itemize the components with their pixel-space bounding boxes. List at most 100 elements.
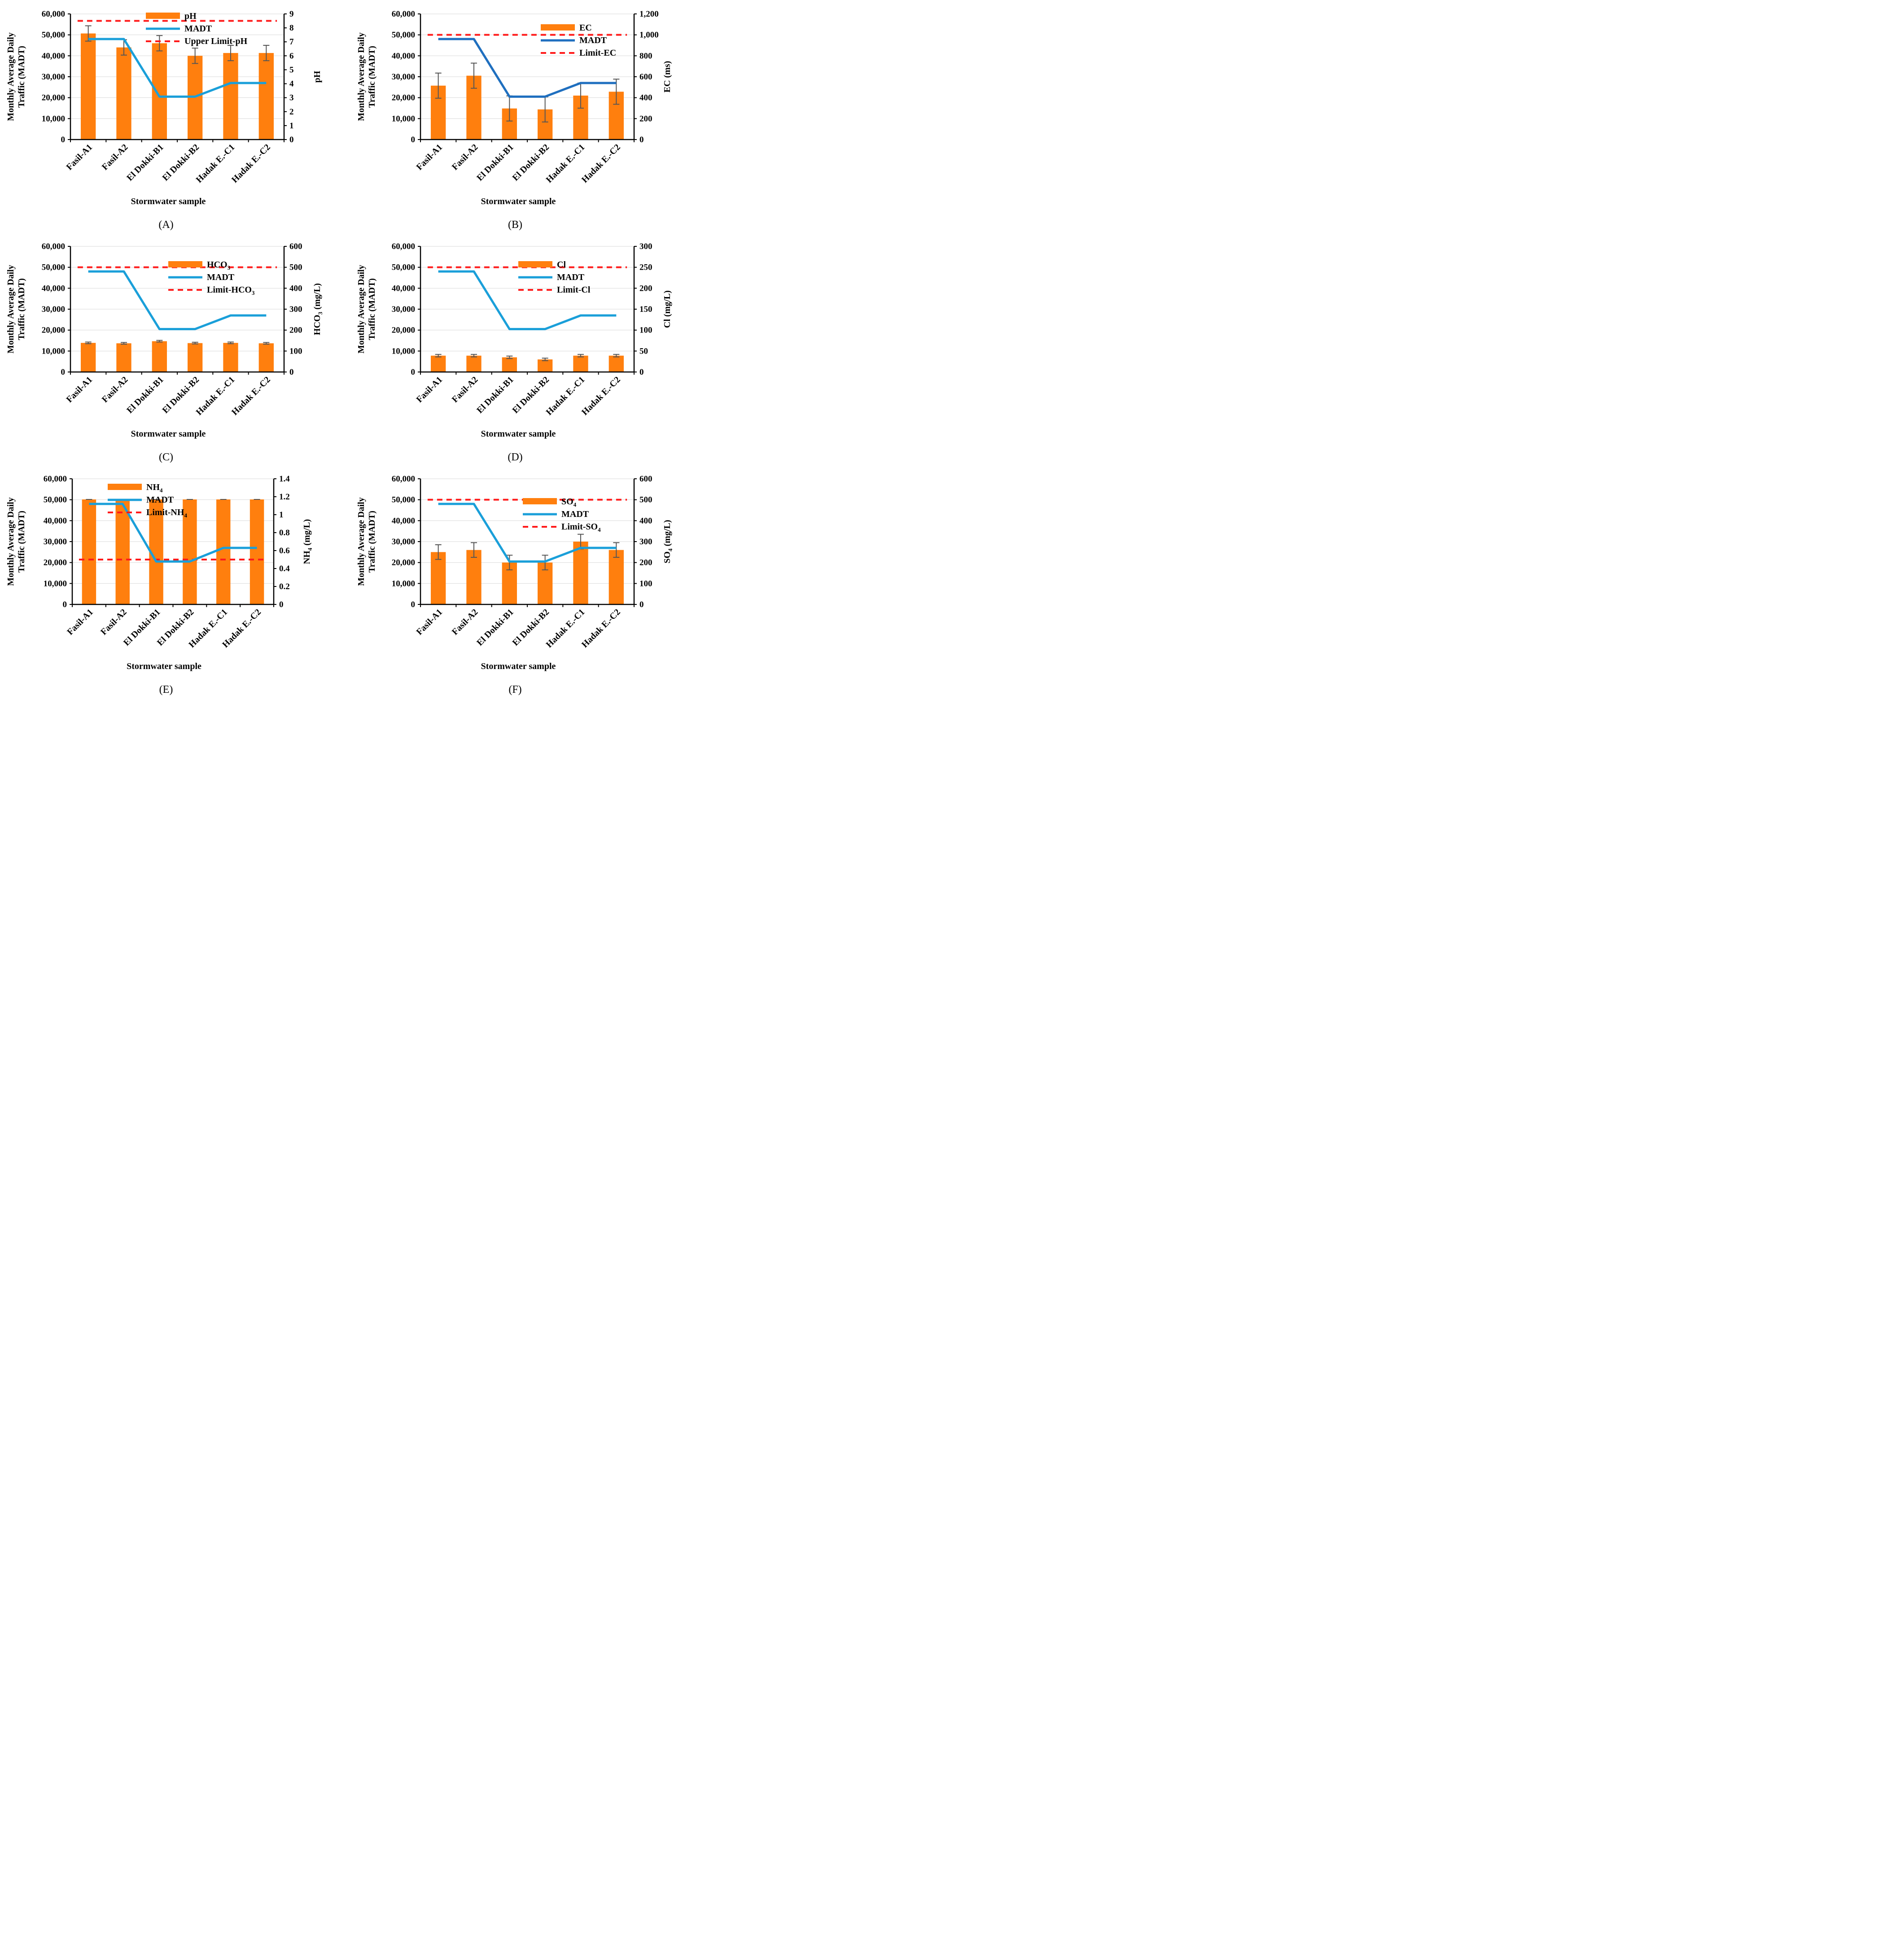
right-axis-title-sub: 3 (317, 311, 324, 315)
right-tick-label: 200 (639, 558, 652, 568)
bar-3 (152, 43, 167, 140)
category-label: Fasil-A1 (415, 607, 445, 637)
right-tick-label: 200 (639, 284, 652, 293)
panel-caption: (B) (508, 219, 522, 231)
right-tick-label: 1,200 (639, 9, 659, 19)
right-tick-label: 500 (639, 495, 652, 505)
right-tick-label: 400 (639, 93, 652, 103)
left-axis-title: Monthly Average Daily (356, 32, 366, 121)
category-label: Fasil-A2 (450, 607, 480, 637)
legend-label-limit-main: Limit-SO (561, 522, 598, 532)
bar-5 (573, 542, 588, 604)
x-axis-title: Stormwater sample (131, 197, 206, 206)
left-axis-title: Monthly Average Daily (6, 265, 16, 353)
legend-label-limit-sub: 4 (184, 512, 187, 519)
right-tick-label: 600 (639, 474, 652, 484)
chart-panel-d: 0 10,000 20,000 30,000 40,000 50,000 60,000 0 50… (356, 242, 672, 463)
legend: Cl MADT Limit-Cl (518, 260, 591, 295)
bar-6 (258, 53, 274, 140)
left-tick-label: 20,000 (392, 558, 415, 568)
right-axis-title: EC (ms) (662, 61, 672, 93)
legend: pH MADT Upper Limit-pH (146, 11, 248, 46)
right-tick-label: 1.4 (279, 474, 290, 484)
bar-5 (223, 53, 238, 140)
right-tick-label: 5 (289, 65, 294, 74)
legend-label-bar-main: NH (146, 482, 160, 492)
legend-swatch-bar (523, 498, 557, 504)
bar-1 (81, 33, 96, 140)
left-tick-label: 50,000 (392, 263, 415, 272)
madt-line (438, 38, 617, 98)
right-axis-title-sub: 4 (306, 547, 313, 551)
right-tick-label: 600 (289, 242, 302, 251)
legend: EC MADT Limit-EC (541, 23, 616, 58)
left-tick-label: 20,000 (392, 326, 415, 335)
left-tick-label: 20,000 (392, 93, 415, 103)
left-axis-title: Monthly Average Daily (356, 265, 366, 353)
left-tick-label: 50,000 (392, 495, 415, 505)
right-tick-label: 1.2 (279, 492, 290, 502)
right-tick-label: 0 (639, 600, 644, 609)
right-tick-label: 400 (289, 284, 302, 293)
right-tick-label: 0 (639, 135, 644, 144)
right-tick-label: 9 (289, 9, 294, 19)
legend-label-limit: Limit-Cl (557, 285, 591, 295)
left-axis-title: Monthly Average Daily (6, 497, 16, 586)
left-tick-label: 10,000 (42, 114, 65, 123)
x-axis-title: Stormwater sample (131, 429, 206, 439)
left-tick-label: 0 (61, 135, 66, 144)
bar-2 (115, 499, 130, 604)
left-tick-label: 0 (61, 368, 66, 377)
right-tick-label: 0.6 (279, 546, 290, 556)
chart-panel-c: 0 10,000 20,000 30,000 40,000 50,000 60,000 0 10… (6, 242, 324, 463)
category-label: Fasil-A2 (450, 142, 480, 172)
right-tick-label: 0 (289, 368, 294, 377)
right-tick-label: 500 (289, 263, 302, 272)
left-tick-label: 30,000 (42, 305, 65, 314)
legend-label-bar: NH4 (146, 482, 163, 494)
right-tick-label: 800 (639, 51, 652, 61)
legend-label-bar: SO4 (561, 497, 577, 508)
right-tick-label: 200 (289, 326, 302, 335)
category-label: Fasil-A1 (415, 142, 445, 172)
right-axis-title-tail: (mg/L) (312, 283, 322, 312)
legend-swatch-bar (541, 24, 575, 31)
legend-label-bar-main: Cl (557, 260, 566, 270)
left-tick-label: 60,000 (42, 242, 65, 251)
bar-1 (431, 552, 446, 604)
right-axis-title-main: EC (ms) (662, 61, 672, 93)
legend-label-bar-main: SO (561, 497, 574, 507)
right-tick-label: 1 (289, 121, 294, 131)
left-tick-label: 40,000 (42, 284, 65, 293)
category-label: El Dokki-B1 (475, 607, 516, 648)
right-tick-label: 0 (279, 600, 284, 609)
left-tick-label: 30,000 (44, 537, 67, 547)
bar-2 (116, 47, 131, 140)
right-tick-label: 250 (639, 263, 652, 272)
right-tick-label: 0.8 (279, 528, 290, 538)
bar-5 (223, 343, 238, 372)
left-tick-label: 60,000 (42, 9, 65, 19)
legend-label-limit-sub: 4 (598, 526, 601, 533)
left-tick-label: 0 (411, 368, 416, 377)
left-tick-label: 10,000 (392, 579, 415, 588)
left-tick-label: 40,000 (42, 51, 65, 61)
left-tick-label: 20,000 (42, 93, 65, 103)
left-tick-label: 40,000 (392, 516, 415, 525)
right-tick-label: 200 (639, 114, 652, 123)
legend-label-limit-sub: 3 (252, 289, 255, 296)
left-tick-label: 20,000 (44, 558, 67, 568)
legend-label-bar-main: HCO (207, 260, 228, 270)
legend-label-madt: MADT (146, 495, 174, 505)
legend-swatch-bar (146, 13, 180, 19)
bar-4 (538, 359, 553, 372)
category-label: Fasil-A1 (65, 375, 95, 405)
chart-panel-b: 0 10,000 20,000 30,000 40,000 50,000 60,000 0 20… (356, 9, 672, 231)
category-label: El Dokki-B1 (125, 142, 166, 183)
panel-caption: (E) (159, 684, 173, 696)
left-tick-label: 50,000 (42, 31, 65, 40)
left-tick-label: 40,000 (392, 51, 415, 61)
legend-label-madt: MADT (207, 272, 235, 282)
chart-panel-a: 0 10,000 20,000 30,000 40,000 50,000 60,000 0 1 2… (6, 9, 322, 231)
